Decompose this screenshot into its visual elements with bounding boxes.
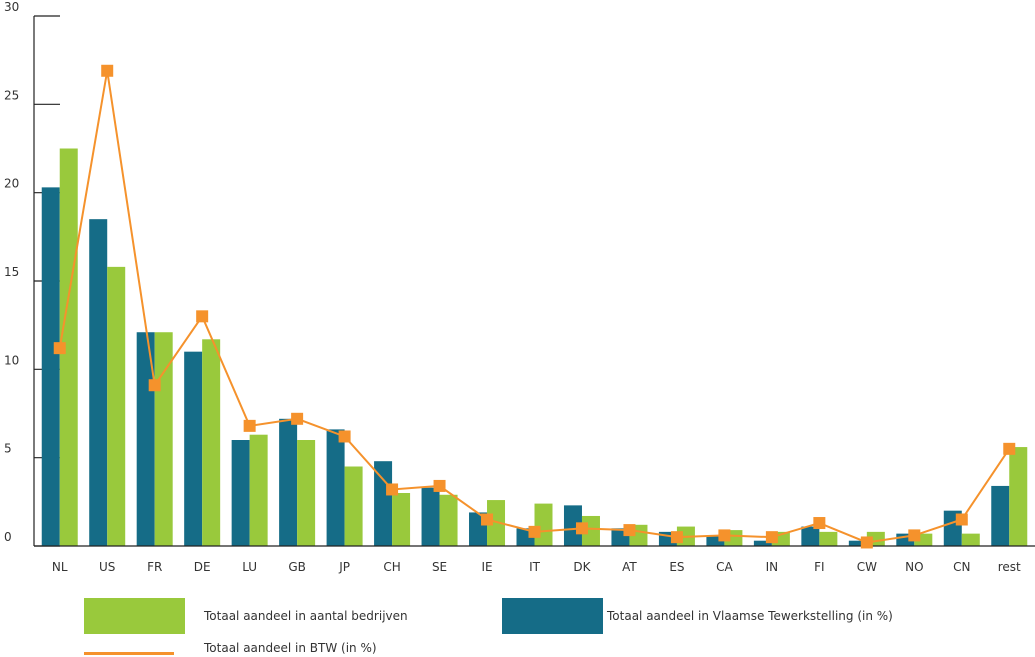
bar-employment-se <box>421 487 440 546</box>
vat-marker-ch <box>386 483 399 496</box>
x-tick-label: CA <box>716 560 733 574</box>
bar-companies-se <box>439 494 458 546</box>
vat-marker-us <box>101 64 114 77</box>
bar-companies-us <box>107 266 126 546</box>
bar-companies-rest <box>1009 447 1028 546</box>
vat-marker-de <box>196 310 209 323</box>
x-tick-label: IN <box>766 560 779 574</box>
bar-companies-lu <box>249 434 268 546</box>
bar-companies-fi <box>819 531 838 546</box>
bar-companies-nl <box>59 148 78 546</box>
x-tick-label: US <box>99 560 115 574</box>
bar-employment-us <box>89 219 108 546</box>
legend: Totaal aandeel in aantal bedrijven Totaa… <box>84 598 893 655</box>
legend-swatch-vat <box>84 652 174 655</box>
y-axis: 0 5 10 15 20 25 30 <box>4 0 60 547</box>
vat-marker-jp <box>338 430 351 443</box>
legend-swatch-employment <box>502 598 603 634</box>
y-tick-label: 15 <box>4 265 19 279</box>
x-tick-label: DE <box>194 560 211 574</box>
x-tick-label: GB <box>288 560 306 574</box>
vat-marker-gb <box>291 412 304 425</box>
y-tick-label: 10 <box>4 353 19 367</box>
vat-marker-lu <box>243 419 256 432</box>
y-tick-label: 20 <box>4 177 19 191</box>
legend-swatch-companies <box>84 598 185 634</box>
bar-employment-gb <box>279 418 298 546</box>
x-tick-label: LU <box>242 560 257 574</box>
vat-marker-se <box>433 479 446 492</box>
x-tick-label: CN <box>953 560 970 574</box>
y-tick-label: 25 <box>4 88 19 102</box>
bar-employment-ch <box>374 461 393 546</box>
bar-companies-de <box>202 339 221 546</box>
bar-employment-lu <box>231 440 250 546</box>
vat-marker-cn <box>955 513 968 526</box>
bar-employment-cw <box>848 540 867 546</box>
x-axis-labels: NL US FR DE LU GB JP CH SE IE IT DK AT ES CA IN FI CW NO CN… <box>52 560 1021 574</box>
bar-employment-jp <box>326 429 345 546</box>
bar-employment-in <box>753 540 772 546</box>
x-tick-label: rest <box>998 560 1021 574</box>
x-tick-label: IT <box>529 560 541 574</box>
x-tick-label: NO <box>905 560 923 574</box>
vat-marker-no <box>908 529 921 542</box>
bar-employment-nl <box>41 187 60 546</box>
legend-label-employment: Totaal aandeel in Vlaamse Tewerkstelling… <box>606 609 893 623</box>
vat-marker-fr <box>148 379 161 392</box>
x-tick-label: CH <box>383 560 400 574</box>
vat-marker-it <box>528 525 541 538</box>
bar-employment-fi <box>801 526 820 546</box>
bars <box>34 148 1035 547</box>
vat-marker-ca <box>718 529 731 542</box>
x-tick-label: NL <box>52 560 68 574</box>
bar-employment-de <box>184 351 203 546</box>
vat-marker-es <box>670 531 683 544</box>
vat-marker-ie <box>481 513 494 526</box>
legend-label-vat: Totaal aandeel in BTW (in %) <box>203 641 377 655</box>
vat-marker-fi <box>813 517 826 530</box>
line-series <box>53 64 1016 549</box>
bar-companies-jp <box>344 466 363 546</box>
legend-label-companies: Totaal aandeel in aantal bedrijven <box>203 609 408 623</box>
x-tick-label: FI <box>814 560 824 574</box>
vat-marker-at <box>623 524 636 537</box>
bar-employment-ca <box>706 535 725 546</box>
vat-marker-cw <box>860 536 873 549</box>
bar-companies-gb <box>297 440 316 546</box>
x-tick-label: DK <box>573 560 591 574</box>
vat-marker-in <box>765 531 778 544</box>
y-tick-label: 0 <box>4 530 12 544</box>
y-tick-label: 5 <box>4 442 12 456</box>
vat-marker-rest <box>1003 442 1016 455</box>
bar-companies-ie <box>487 500 506 546</box>
y-tick-label: 30 <box>4 0 19 14</box>
vat-marker-dk <box>575 522 588 535</box>
x-tick-label: CW <box>857 560 877 574</box>
x-tick-label: ES <box>669 560 684 574</box>
bar-companies-ch <box>392 493 411 546</box>
x-tick-label: SE <box>432 560 447 574</box>
x-tick-label: AT <box>622 560 637 574</box>
vat-marker-nl <box>53 342 66 355</box>
bar-companies-it <box>534 503 553 546</box>
x-tick-label: IE <box>481 560 492 574</box>
bar-employment-dk <box>563 505 582 546</box>
bar-employment-rest <box>991 485 1010 546</box>
x-tick-label: JP <box>338 560 350 574</box>
bar-companies-cn <box>961 533 980 546</box>
x-tick-label: FR <box>147 560 162 574</box>
